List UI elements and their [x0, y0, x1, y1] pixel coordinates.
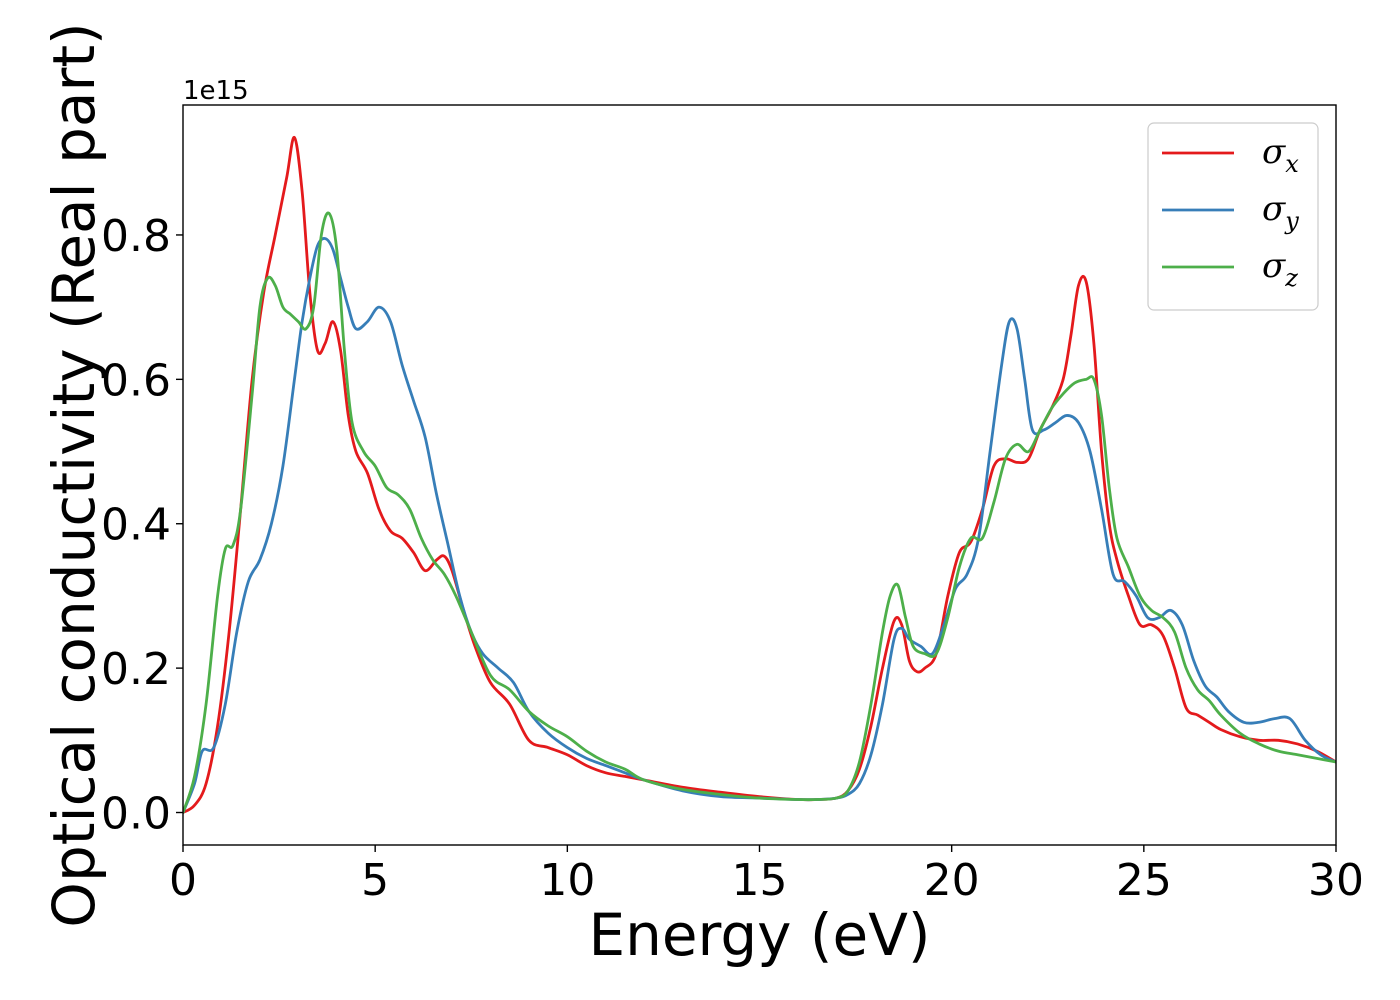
legend-label-x: σx [1262, 132, 1299, 178]
y-tick-label: 0.8 [101, 211, 171, 262]
legend-label-y: σy [1262, 189, 1299, 235]
y-offset-label: 1e15 [183, 76, 249, 106]
x-tick-label: 0 [169, 855, 197, 906]
x-tick-label: 15 [732, 855, 788, 906]
x-tick-label: 25 [1116, 855, 1172, 906]
x-tick-label: 20 [924, 855, 980, 906]
x-tick-label: 10 [539, 855, 595, 906]
x-tick-label: 5 [361, 855, 389, 906]
y-tick-label: 0.0 [101, 789, 171, 840]
x-tick-label: 30 [1308, 855, 1364, 906]
x-axis-title: Energy (eV) [588, 901, 930, 969]
legend-label-z: σz [1262, 246, 1298, 292]
series-line-z [183, 211, 1336, 814]
legend-box [1147, 122, 1319, 311]
legend: σx σy σz [1147, 122, 1319, 311]
y-tick-label: 0.4 [101, 500, 171, 551]
y-tick-label: 0.2 [101, 644, 171, 695]
series-lines [183, 136, 1336, 814]
y-tick-label: 0.6 [101, 355, 171, 406]
axis-ticks: 0 5 10 15 20 25 30 0.0 0.2 0.4 0.6 0.8 [101, 211, 1364, 906]
y-axis-title: Optical conductivity (Real part) [40, 22, 108, 927]
